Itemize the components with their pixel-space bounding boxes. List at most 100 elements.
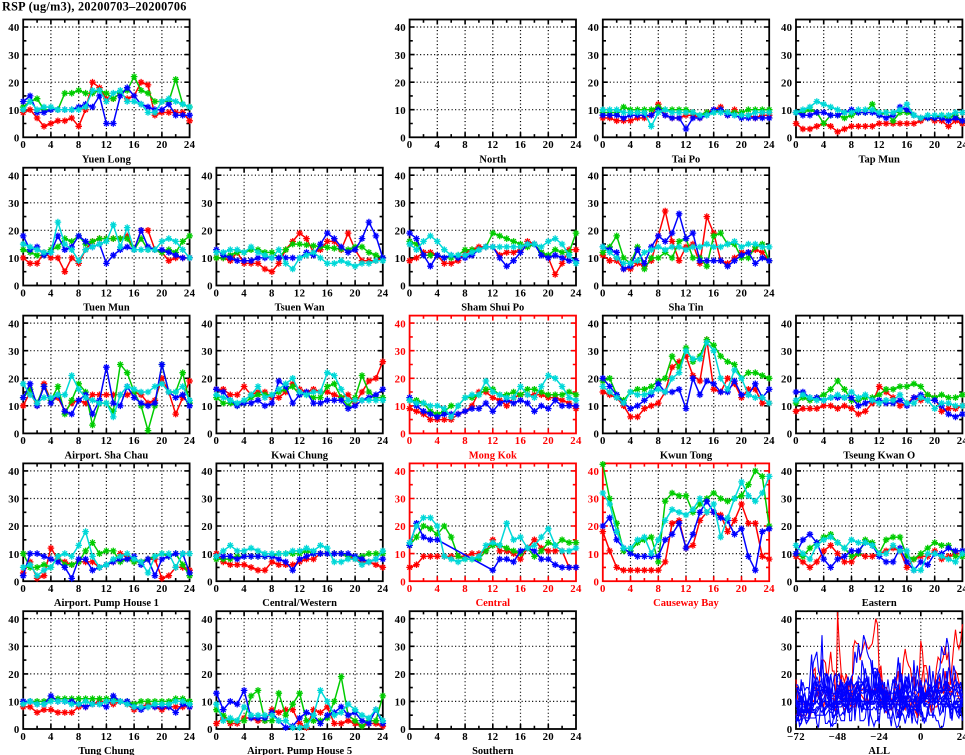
- svg-text:20: 20: [395, 521, 406, 533]
- svg-text:20: 20: [8, 77, 19, 89]
- svg-text:4: 4: [434, 435, 440, 447]
- svg-text:0: 0: [14, 576, 20, 588]
- svg-text:8: 8: [462, 139, 468, 151]
- svg-text:40: 40: [781, 318, 792, 330]
- svg-text:40: 40: [201, 170, 212, 182]
- svg-text:4: 4: [434, 583, 440, 595]
- svg-text:16: 16: [708, 139, 720, 151]
- svg-text:4: 4: [48, 731, 54, 743]
- svg-text:12: 12: [680, 583, 691, 595]
- svg-text:4: 4: [48, 287, 54, 299]
- svg-text:0: 0: [400, 429, 406, 441]
- svg-text:20: 20: [8, 521, 19, 533]
- svg-text:24: 24: [957, 139, 965, 151]
- svg-text:20: 20: [156, 583, 167, 595]
- svg-text:10: 10: [781, 549, 792, 561]
- svg-text:16: 16: [901, 583, 913, 595]
- svg-text:0: 0: [207, 429, 213, 441]
- svg-text:20: 20: [543, 139, 554, 151]
- svg-text:10: 10: [8, 549, 19, 561]
- svg-text:10: 10: [588, 401, 599, 413]
- svg-text:30: 30: [395, 346, 406, 358]
- svg-text:8: 8: [76, 583, 82, 595]
- svg-text:4: 4: [48, 139, 54, 151]
- svg-text:30: 30: [201, 346, 212, 358]
- svg-text:40: 40: [588, 170, 599, 182]
- svg-text:12: 12: [680, 435, 691, 447]
- svg-text:10: 10: [201, 697, 212, 709]
- svg-text:0: 0: [400, 724, 406, 736]
- svg-text:0: 0: [407, 435, 413, 447]
- svg-text:30: 30: [201, 198, 212, 210]
- svg-text:16: 16: [515, 583, 527, 595]
- svg-text:0: 0: [593, 133, 599, 145]
- svg-text:Central/Western: Central/Western: [262, 598, 337, 609]
- svg-text:20: 20: [588, 77, 599, 89]
- svg-text:0: 0: [600, 583, 606, 595]
- svg-text:North: North: [479, 154, 506, 165]
- svg-text:8: 8: [76, 731, 82, 743]
- svg-text:16: 16: [128, 287, 140, 299]
- svg-text:16: 16: [322, 435, 334, 447]
- svg-text:20: 20: [395, 374, 406, 386]
- svg-text:12: 12: [487, 731, 498, 743]
- svg-text:8: 8: [655, 435, 661, 447]
- svg-text:30: 30: [8, 642, 19, 654]
- svg-text:12: 12: [101, 583, 112, 595]
- svg-text:12: 12: [294, 287, 305, 299]
- svg-text:16: 16: [322, 583, 334, 595]
- svg-text:0: 0: [793, 583, 799, 595]
- svg-text:8: 8: [76, 139, 82, 151]
- svg-text:40: 40: [781, 22, 792, 34]
- svg-text:−72: −72: [787, 731, 805, 743]
- svg-text:30: 30: [395, 494, 406, 506]
- svg-text:40: 40: [395, 22, 406, 34]
- svg-text:20: 20: [588, 374, 599, 386]
- svg-text:16: 16: [322, 731, 334, 743]
- svg-text:0: 0: [793, 435, 799, 447]
- svg-text:Airport. Pump House 5: Airport. Pump House 5: [247, 746, 352, 755]
- svg-text:8: 8: [76, 435, 82, 447]
- svg-text:Yuen Long: Yuen Long: [82, 154, 132, 165]
- svg-text:12: 12: [101, 139, 112, 151]
- svg-text:0: 0: [20, 583, 26, 595]
- svg-text:40: 40: [395, 614, 406, 626]
- svg-text:40: 40: [8, 318, 19, 330]
- svg-text:0: 0: [918, 731, 924, 743]
- svg-text:20: 20: [588, 521, 599, 533]
- svg-text:16: 16: [128, 139, 140, 151]
- svg-text:24: 24: [377, 435, 389, 447]
- svg-text:0: 0: [214, 287, 220, 299]
- svg-text:4: 4: [241, 287, 247, 299]
- svg-text:20: 20: [8, 226, 19, 238]
- svg-text:20: 20: [929, 139, 940, 151]
- svg-text:Eastern: Eastern: [862, 598, 897, 609]
- svg-text:ALL: ALL: [868, 746, 890, 755]
- svg-text:8: 8: [269, 583, 275, 595]
- svg-text:30: 30: [588, 346, 599, 358]
- svg-text:0: 0: [14, 281, 20, 293]
- svg-text:0: 0: [214, 435, 220, 447]
- svg-text:8: 8: [655, 287, 661, 299]
- svg-text:24: 24: [957, 435, 965, 447]
- svg-text:8: 8: [462, 435, 468, 447]
- svg-text:10: 10: [395, 105, 406, 117]
- svg-text:Sham Shui Po: Sham Shui Po: [461, 303, 524, 314]
- svg-text:8: 8: [462, 287, 468, 299]
- svg-text:24: 24: [184, 435, 196, 447]
- svg-text:30: 30: [588, 198, 599, 210]
- svg-text:8: 8: [269, 731, 275, 743]
- svg-text:10: 10: [201, 549, 212, 561]
- svg-text:20: 20: [201, 226, 212, 238]
- svg-text:0: 0: [207, 281, 213, 293]
- svg-text:0: 0: [787, 724, 793, 736]
- svg-text:24: 24: [184, 139, 196, 151]
- svg-text:30: 30: [201, 642, 212, 654]
- svg-text:20: 20: [349, 287, 360, 299]
- svg-text:12: 12: [873, 583, 884, 595]
- svg-text:30: 30: [781, 346, 792, 358]
- svg-text:8: 8: [269, 287, 275, 299]
- svg-text:0: 0: [600, 287, 606, 299]
- svg-text:20: 20: [588, 226, 599, 238]
- svg-text:24: 24: [184, 583, 196, 595]
